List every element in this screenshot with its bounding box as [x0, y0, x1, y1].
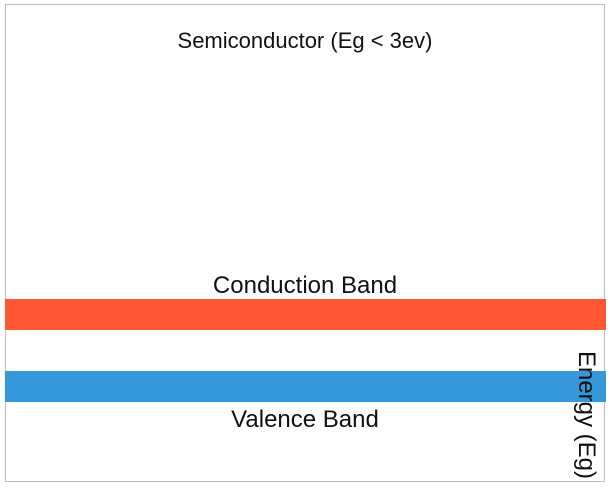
diagram-frame [5, 4, 605, 482]
valence-band [5, 371, 606, 402]
diagram-title: Semiconductor (Eg < 3ev) [177, 28, 433, 53]
conduction-band-label: Conduction Band [212, 272, 398, 299]
conduction-band [5, 299, 606, 330]
energy-axis-label-text: Energy (Eg) [573, 350, 600, 480]
valence-band-label: Valence Band [231, 406, 379, 433]
